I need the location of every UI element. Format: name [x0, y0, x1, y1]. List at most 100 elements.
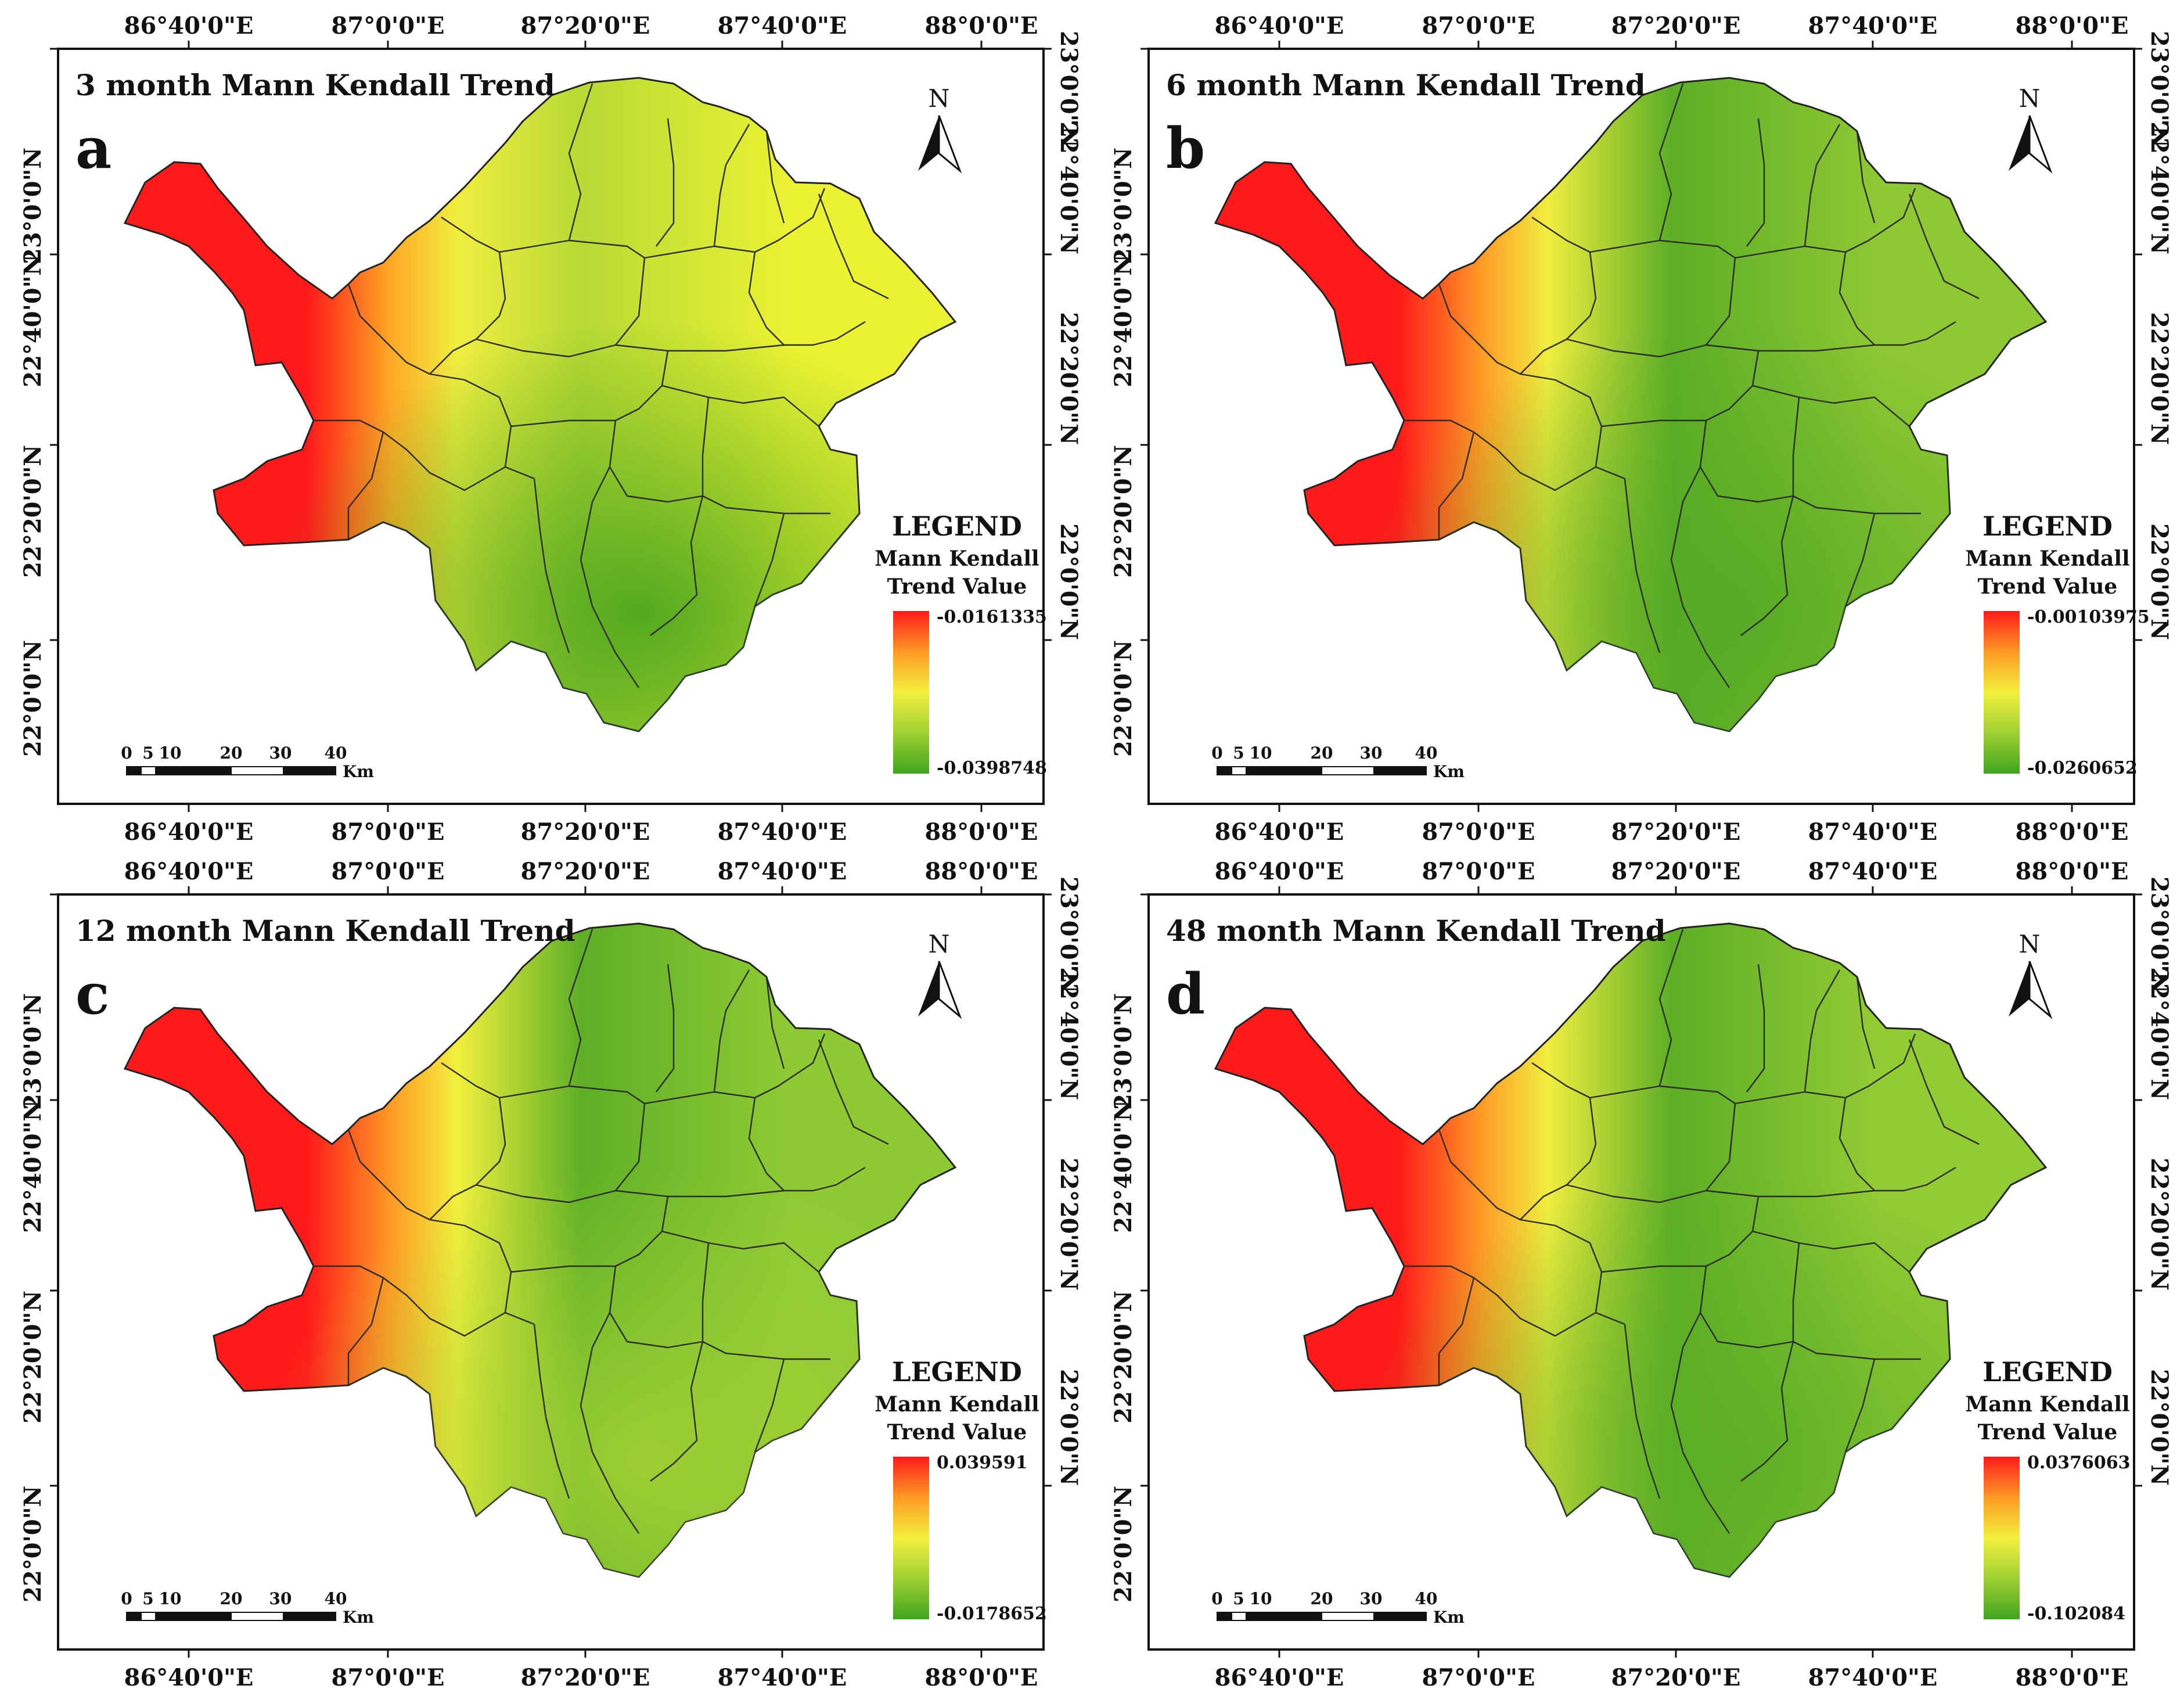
north-arrow-icon — [2009, 961, 2030, 1016]
lon-label-bottom: 87°0'0"E — [1422, 818, 1535, 846]
scale-bar-tick: 10 — [159, 743, 182, 763]
lat-label-left: 23°0'0"N — [1110, 993, 1137, 1110]
district-boundary — [314, 419, 506, 491]
district-boundaries — [314, 83, 889, 688]
district-boundary — [510, 1196, 669, 1273]
legend-heading: LEGEND — [892, 1356, 1022, 1388]
scale-bar-tick: 20 — [220, 1589, 243, 1608]
lat-label-right: 22°20'0"N — [2146, 1158, 2173, 1291]
lon-label-bottom: 88°0'0"E — [2016, 818, 2129, 846]
district-boundary — [1699, 420, 1794, 503]
district-boundary — [1752, 384, 1910, 427]
district-boundary — [1404, 419, 1596, 491]
district-boundary — [609, 420, 703, 503]
scale-bar-tick: 10 — [159, 1589, 182, 1608]
panel-letter: b — [1166, 116, 1205, 181]
legend-subtitle: Trend Value — [1978, 1420, 2118, 1444]
district-boundary — [748, 251, 866, 346]
lat-label-right: 22°0'0"N — [1055, 1369, 1082, 1486]
lon-label-bottom: 87°20'0"E — [521, 1664, 650, 1689]
district-boundary — [1658, 929, 1684, 1087]
lon-label-bottom: 86°40'0"E — [124, 818, 254, 846]
scale-bar-tick: 40 — [1415, 1589, 1438, 1608]
south-shade — [125, 923, 955, 1577]
scale-bar-tick: 5 — [1233, 743, 1244, 763]
lon-label-bottom: 88°0'0"E — [925, 818, 1038, 846]
map-panel-a: 86°40'0"E 86°40'0"E 87°0'0"E 87°0'0"E 87°20'… — [19, 12, 1082, 846]
district-boundary — [1624, 1324, 1661, 1499]
lat-label-left: 23°0'0"N — [19, 148, 46, 264]
lat-label-right: 23°0'0"N — [2146, 31, 2173, 148]
north-arrow-icon — [918, 961, 939, 1016]
scale-bar-tick: 0 — [1211, 743, 1222, 763]
lon-label-top: 87°0'0"E — [332, 858, 445, 885]
legend-max-value: 0.0376063 — [2027, 1453, 2130, 1473]
district-boundary — [1908, 1039, 1980, 1145]
scale-bar-segment — [178, 766, 232, 775]
district-boundary — [1404, 1265, 1596, 1337]
lat-label-right: 22°0'0"N — [2146, 523, 2173, 640]
scale-bar-tick: 20 — [1311, 743, 1333, 763]
district-boundary — [1438, 1277, 1475, 1385]
lat-label-left: 22°0'0"N — [19, 1486, 46, 1602]
legend-subtitle: Mann Kendall — [875, 1392, 1039, 1417]
lon-label-bottom: 87°0'0"E — [332, 818, 445, 846]
lon-label-top: 87°20'0"E — [1611, 858, 1741, 885]
scale-bar-tick: 5 — [142, 1589, 153, 1608]
lat-label-left: 22°40'0"N — [1110, 1100, 1137, 1233]
district-boundary — [1844, 513, 1876, 607]
district-boundary — [765, 131, 785, 224]
district-boundary — [701, 1242, 830, 1360]
lat-label-right: 23°0'0"N — [2146, 876, 2173, 993]
legend-color-ramp — [893, 1457, 929, 1619]
lon-label-top: 87°0'0"E — [1422, 858, 1535, 885]
district-map — [123, 77, 957, 732]
scale-bar-segment — [231, 766, 284, 775]
scale-bar-segment — [1373, 766, 1427, 775]
scale-bar-tick: 0 — [121, 1589, 132, 1608]
lat-label-right: 23°0'0"N — [1055, 876, 1082, 993]
north-arrow-icon — [938, 115, 962, 174]
scale-bar-tick: 30 — [269, 743, 292, 763]
legend-max-value: -0.0161335 — [937, 607, 1047, 627]
district-boundary — [533, 478, 570, 653]
lon-label-bottom: 87°20'0"E — [1611, 1664, 1741, 1689]
district-boundary — [429, 373, 535, 480]
lat-label-right: 22°40'0"N — [1055, 121, 1082, 254]
district-boundary — [650, 495, 704, 636]
legend-subtitle: Trend Value — [887, 1420, 1027, 1444]
district-boundary — [754, 513, 785, 607]
lon-label-top: 88°0'0"E — [925, 12, 1038, 39]
lon-label-top: 87°0'0"E — [332, 12, 445, 39]
legend-subtitle: Mann Kendall — [875, 547, 1039, 571]
lat-label-right: 22°40'0"N — [2146, 121, 2173, 254]
scale-bar-tick: 20 — [1311, 1589, 1333, 1608]
scale-bar-tick: 10 — [1250, 743, 1272, 763]
district-boundary — [1804, 969, 1841, 1093]
district-boundary — [1838, 251, 1956, 346]
district-boundary — [1804, 124, 1841, 247]
lon-label-top: 88°0'0"E — [2016, 858, 2129, 885]
scale-bar-tick: 20 — [220, 743, 243, 763]
district-map — [1214, 77, 2048, 732]
map-title: 3 month Mann Kendall Trend — [75, 68, 555, 102]
scale-bar-segment — [1217, 1612, 1232, 1621]
lon-label-top: 86°40'0"E — [124, 12, 254, 39]
district-boundary — [1520, 1062, 1597, 1220]
district-boundary — [1792, 397, 1921, 515]
district-boundaries — [1404, 929, 1980, 1534]
map-title: 48 month Mann Kendall Trend — [1166, 914, 1666, 948]
district-boundary — [644, 188, 826, 259]
district-boundary — [713, 969, 750, 1093]
district-boundary — [1699, 1266, 1794, 1349]
lat-label-right: 22°0'0"N — [2146, 1369, 2173, 1486]
south-shade — [1215, 923, 2046, 1577]
district-boundary — [314, 1265, 506, 1337]
legend-min-value: -0.0398748 — [937, 758, 1047, 778]
district-boundary — [499, 1085, 646, 1191]
legend-color-ramp — [893, 611, 929, 774]
lat-label-left: 22°0'0"N — [19, 640, 46, 757]
district-boundary — [510, 350, 669, 427]
lon-label-bottom: 88°0'0"E — [925, 1664, 1038, 1689]
district-boundary — [1624, 478, 1661, 653]
